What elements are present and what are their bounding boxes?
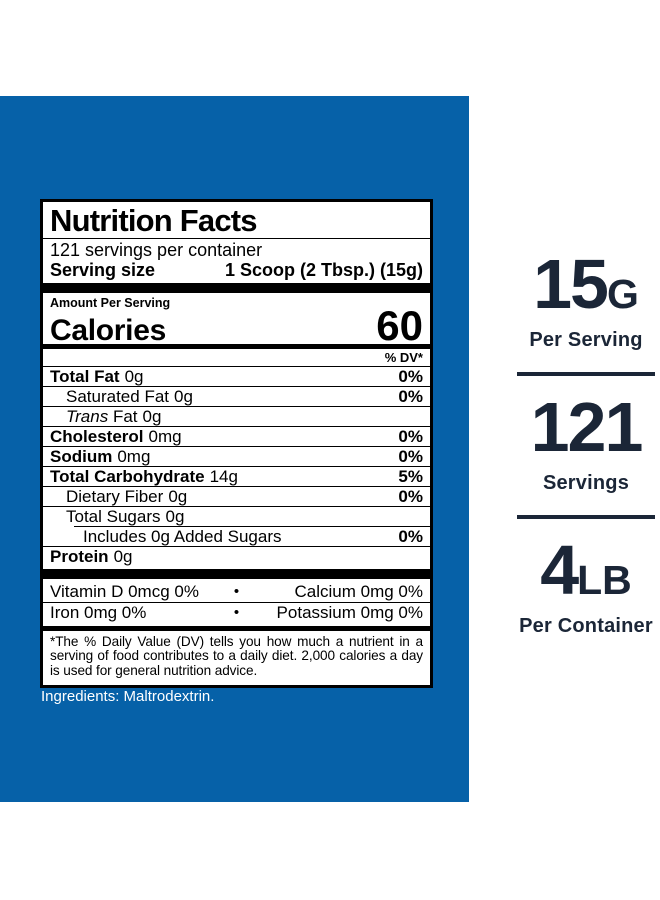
calories-divider-bar [43, 344, 430, 349]
servings-count: 121 [530, 388, 644, 466]
nutrient-amount: 0g [142, 407, 162, 426]
per-serving-amount: 15 [533, 245, 609, 323]
serving-size-divider-bar [43, 283, 430, 293]
nutrient-name: Saturated Fat [66, 387, 170, 406]
servings-per-container-text: 121 servings per container [50, 240, 263, 260]
per-serving-unit: G [606, 271, 639, 317]
bullet-separator-icon: • [233, 583, 240, 600]
nutrient-name: Fat [112, 407, 138, 426]
serving-size-value: 1 Scoop (2 Tbsp.) (15g) [224, 260, 423, 280]
footnote-divider-bar [43, 626, 430, 631]
nutrient-amount: 0g [124, 367, 144, 386]
nutrient-row-added-sugars: Includes 0g Added Sugars 0% [50, 527, 423, 546]
nutrient-dv: 0% [398, 387, 423, 406]
nutrient-divider [43, 506, 430, 507]
nutrient-amount: 0g [174, 387, 193, 406]
nutrient-row-protein: Protein 0g [50, 547, 423, 566]
nutrient-name: Total Carbohydrate [50, 467, 205, 486]
micronutrient-divider [43, 602, 430, 603]
ingredients-text: Ingredients: Maltrodextrin. [41, 688, 215, 705]
amount-per-serving-label: Amount Per Serving [50, 296, 171, 310]
calories-label: Calories [50, 314, 166, 347]
serving-size-row: Serving size 1 Scoop (2 Tbsp.) (15g) [50, 260, 423, 280]
nutrient-amount: 0g [165, 507, 185, 526]
micronutrient-left: Iron 0mg 0% [50, 603, 147, 622]
daily-value-header: % DV* [384, 350, 423, 365]
nutrient-name: Sodium [50, 447, 113, 466]
nutrient-divider [43, 486, 430, 487]
nutrient-name: Total Sugars [66, 507, 161, 526]
nutrient-amount: 0mg [117, 447, 151, 466]
stat-per-serving: 15G Per Serving [529, 249, 643, 351]
protein-divider-bar [43, 569, 430, 579]
nutrition-facts-title: Nutrition Facts [50, 203, 258, 238]
per-serving-label: Per Serving [529, 329, 643, 351]
nutrient-divider-indented [74, 526, 430, 527]
nutrient-name: Includes 0g Added Sugars [83, 527, 282, 546]
calories-row: Calories 60 [50, 302, 423, 349]
nutrient-row-total-sugars: Total Sugars 0g [50, 507, 423, 526]
nutrient-amount: 0g [168, 487, 188, 506]
nutrient-row-total-fat: Total Fat 0g 0% [50, 367, 423, 386]
nutrient-divider [43, 546, 430, 547]
nutrient-amount: 0mg [148, 427, 182, 446]
nutrient-dv: 5% [398, 467, 423, 486]
nutrient-dv: 0% [398, 367, 423, 386]
nutrient-divider [43, 446, 430, 447]
nutrient-dv: 0% [398, 487, 423, 506]
servings-label: Servings [542, 472, 630, 494]
nutrient-row-saturated-fat: Saturated Fat 0g 0% [50, 387, 423, 406]
nutrient-amount: 14g [209, 467, 238, 486]
nutrient-dv: 0% [398, 527, 423, 546]
nutrient-row-sodium: Sodium 0mg 0% [50, 447, 423, 466]
nutrition-facts-label: Nutrition Facts 121 servings per contain… [40, 199, 433, 688]
nutrient-divider [43, 386, 430, 387]
daily-value-footnote: *The % Daily Value (DV) tells you how mu… [50, 634, 423, 678]
nutrient-row-cholesterol: Cholesterol 0mg 0% [50, 427, 423, 446]
stat-per-container: 4LB Per Container [519, 535, 653, 637]
nutrient-name-italic: Trans [66, 407, 109, 426]
per-container-unit: LB [577, 557, 632, 603]
micronutrient-left: Vitamin D 0mcg 0% [50, 582, 199, 601]
per-container-label: Per Container [519, 615, 653, 637]
nutrient-row-total-carbohydrate: Total Carbohydrate 14g 5% [50, 467, 423, 486]
serving-size-label: Serving size [50, 260, 156, 280]
stats-panel: 15G Per Serving 121 Servings 4LB Per Con… [512, 249, 660, 637]
per-container-amount: 4 [540, 531, 579, 609]
nutrient-name: Protein [50, 547, 109, 566]
title-divider [43, 238, 430, 239]
nutrient-name: Cholesterol [50, 427, 144, 446]
nutrient-amount: 0g [113, 547, 133, 566]
micronutrient-right: Potassium 0mg 0% [276, 603, 423, 622]
micronutrient-right: Calcium 0mg 0% [294, 582, 424, 601]
stat-divider [517, 515, 655, 519]
stat-servings: 121 Servings [531, 392, 644, 494]
nutrient-row-dietary-fiber: Dietary Fiber 0g 0% [50, 487, 423, 506]
nutrient-name: Dietary Fiber [66, 487, 164, 506]
nutrient-divider [43, 366, 430, 367]
nutrient-divider [43, 426, 430, 427]
nutrient-name: Total Fat [50, 367, 120, 386]
stat-divider [517, 372, 655, 376]
nutrient-divider [43, 466, 430, 467]
nutrient-divider [43, 406, 430, 407]
nutrient-dv: 0% [398, 447, 423, 466]
bullet-separator-icon: • [233, 604, 240, 621]
calories-value: 60 [376, 302, 423, 349]
micronutrient-row-2: Iron 0mg 0% • Potassium 0mg 0% [50, 603, 423, 623]
nutrient-dv: 0% [398, 427, 423, 446]
micronutrient-row-1: Vitamin D 0mcg 0% • Calcium 0mg 0% [50, 582, 423, 602]
nutrient-row-trans-fat: Trans Fat 0g [50, 407, 423, 426]
